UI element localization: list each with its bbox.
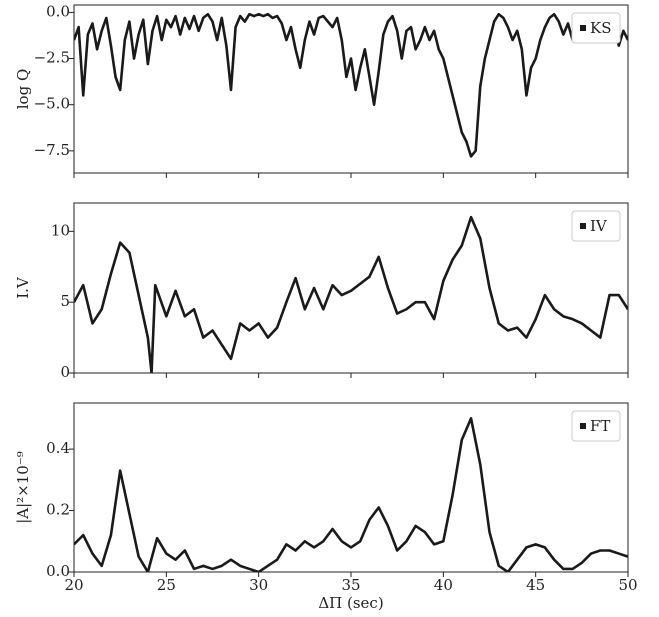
x-tick-label: 35 (341, 576, 360, 594)
line (74, 417, 628, 572)
y-tick-label: 0.0 (46, 562, 70, 580)
y-tick-label: 0.0 (46, 2, 70, 20)
legend-label: IV (590, 217, 608, 235)
legend-swatch (580, 423, 586, 429)
y-tick-label: 0.2 (46, 501, 70, 519)
y-tick-label: 5 (60, 292, 70, 310)
legend-swatch (580, 25, 586, 31)
y-axis-label: |A|²×10⁻⁹ (14, 451, 32, 524)
legend-box (571, 12, 621, 44)
legend-box (571, 210, 621, 242)
x-tick-label: 25 (157, 576, 176, 594)
legend-box (571, 410, 621, 442)
legend-label: KS (590, 19, 611, 37)
line (74, 12, 628, 158)
x-axis-label: ΔΠ (sec) (318, 594, 383, 612)
x-tick-label: 30 (249, 576, 268, 594)
y-tick-label: −5.0 (34, 95, 70, 113)
y-axis-label: log Q (14, 69, 32, 110)
x-tick-label: 20 (64, 576, 83, 594)
line (74, 215, 628, 373)
y-axis-label: I.V (14, 276, 32, 299)
x-tick-label: 45 (526, 576, 545, 594)
y-tick-label: 10 (51, 221, 70, 239)
y-tick-label: −2.5 (34, 49, 70, 67)
y-tick-label: 0 (60, 363, 70, 381)
legend-swatch (580, 223, 586, 229)
x-tick-label: 40 (434, 576, 453, 594)
legend-label: FT (590, 417, 610, 435)
x-tick-label: 50 (618, 576, 637, 594)
y-tick-label: 0.4 (46, 439, 70, 457)
y-tick-label: −7.5 (34, 141, 70, 159)
